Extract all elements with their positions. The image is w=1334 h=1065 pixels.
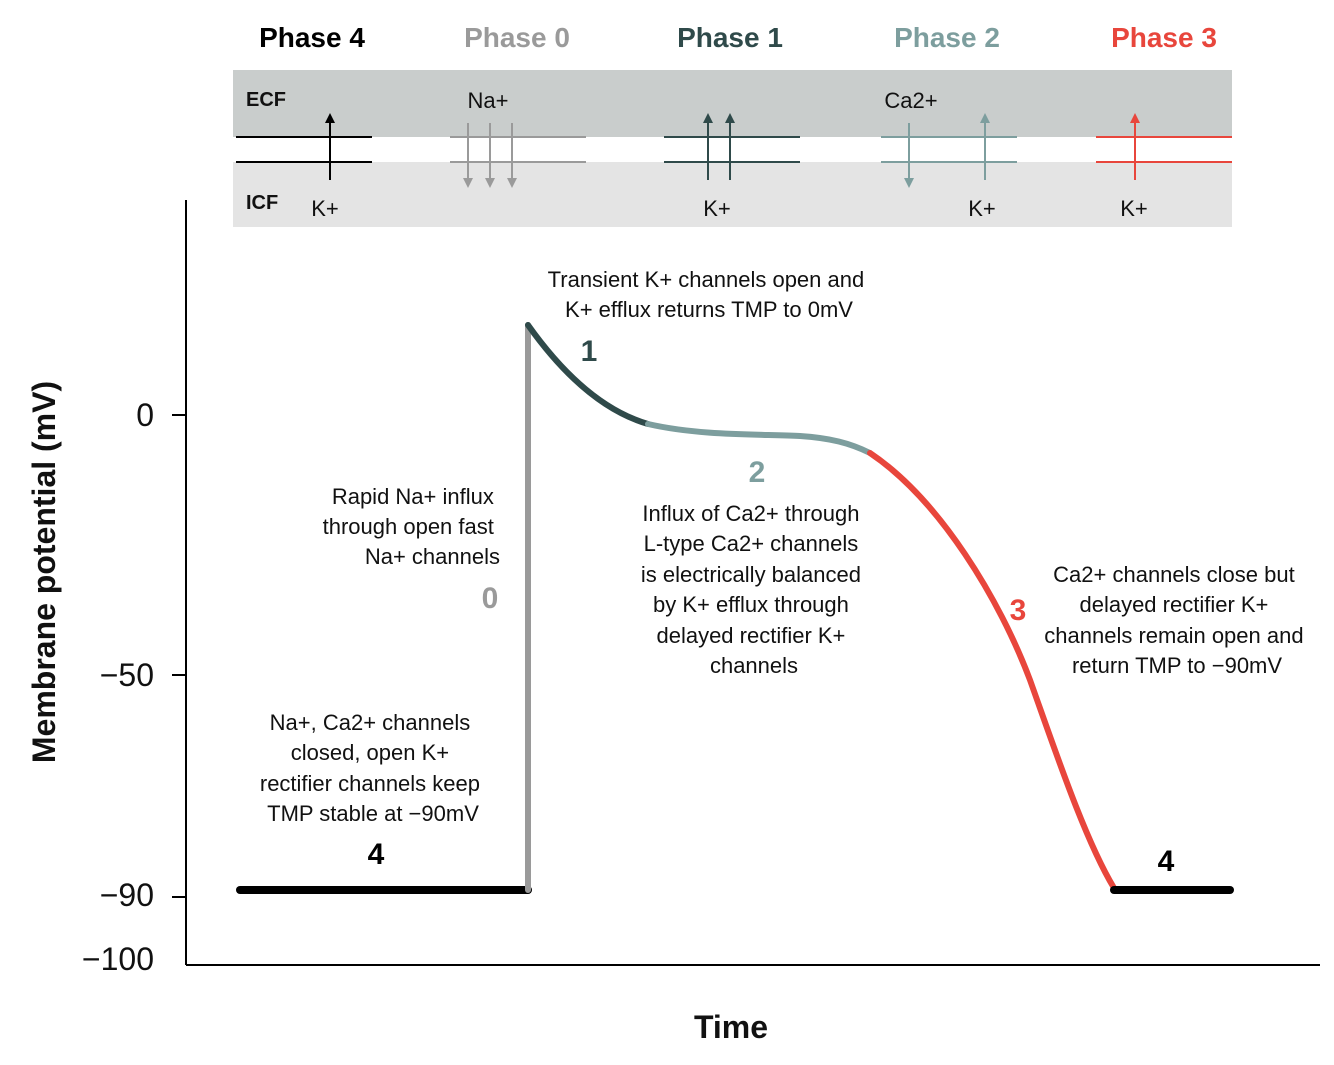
- annotation-phase3: Ca2+ channels close but delayed rectifie…: [1044, 562, 1309, 678]
- k-label-phase2: K+: [968, 196, 996, 221]
- ecf-band: [233, 70, 1232, 137]
- y-tick-label-minus90: −90: [100, 877, 154, 913]
- k-label-phase3: K+: [1120, 196, 1148, 221]
- icf-label: ICF: [246, 192, 278, 214]
- na-label: Na+: [468, 88, 509, 113]
- phase2-number: 2: [749, 456, 766, 489]
- phase2-plateau: [645, 421, 873, 456]
- axes: 0 −50 −90 −100 Membrane potential (mV) T…: [26, 200, 1320, 1045]
- k-label-phase4: K+: [311, 196, 339, 221]
- y-tick-label-0: 0: [136, 397, 154, 433]
- phase3-channel: K+: [1096, 113, 1232, 221]
- y-tick-label-minus100: −100: [82, 941, 154, 977]
- phase4-number-left: 4: [368, 838, 385, 871]
- action-potential-curve: [236, 322, 1234, 894]
- annotation-phase2: Influx of Ca2+ through L-type Ca2+ chann…: [641, 501, 867, 678]
- annotation-phase4: Na+, Ca2+ channels closed, open K+ recti…: [260, 710, 486, 826]
- phase-header: Phase 4 Phase 0 Phase 1 Phase 2 Phase 3: [259, 22, 1217, 53]
- phase2-channel: Ca2+ K+: [881, 88, 1017, 221]
- annotations: Transient K+ channels open and K+ efflux…: [260, 267, 1309, 826]
- phase4-title: Phase 4: [259, 22, 365, 53]
- phase1-title: Phase 1: [677, 22, 783, 53]
- phase0-channel: Na+: [450, 88, 586, 188]
- phase0-number: 0: [482, 582, 499, 615]
- ca-label: Ca2+: [884, 88, 937, 113]
- phase3-number: 3: [1010, 594, 1027, 627]
- phase4-number-right: 4: [1158, 845, 1175, 878]
- k-label-phase1: K+: [703, 196, 731, 221]
- y-tick-label-minus50: −50: [100, 657, 154, 693]
- annotation-phase1: Transient K+ channels open and K+ efflux…: [548, 267, 871, 322]
- phase1-channel: K+: [664, 113, 800, 221]
- phase3-repolarization: [867, 450, 1117, 891]
- phase3-title: Phase 3: [1111, 22, 1217, 53]
- annotation-phase0: Rapid Na+ influx through open fast Na+ c…: [323, 484, 500, 569]
- icf-band: [233, 162, 1232, 227]
- ecf-label: ECF: [246, 89, 286, 111]
- phase0-title: Phase 0: [464, 22, 570, 53]
- x-axis-label: Time: [694, 1009, 768, 1045]
- membrane-gap: [233, 137, 1232, 162]
- membrane-panel: ECF ICF K+ Na+ K+: [233, 70, 1232, 227]
- y-axis-label: Membrane potential (mV): [26, 381, 62, 763]
- phase4-channel: K+: [236, 113, 372, 221]
- phase-numbers: 4 0 1 2 3 4: [368, 335, 1175, 878]
- phase1-number: 1: [581, 335, 598, 368]
- phase1-repolarization: [525, 322, 651, 427]
- phase2-title: Phase 2: [894, 22, 1000, 53]
